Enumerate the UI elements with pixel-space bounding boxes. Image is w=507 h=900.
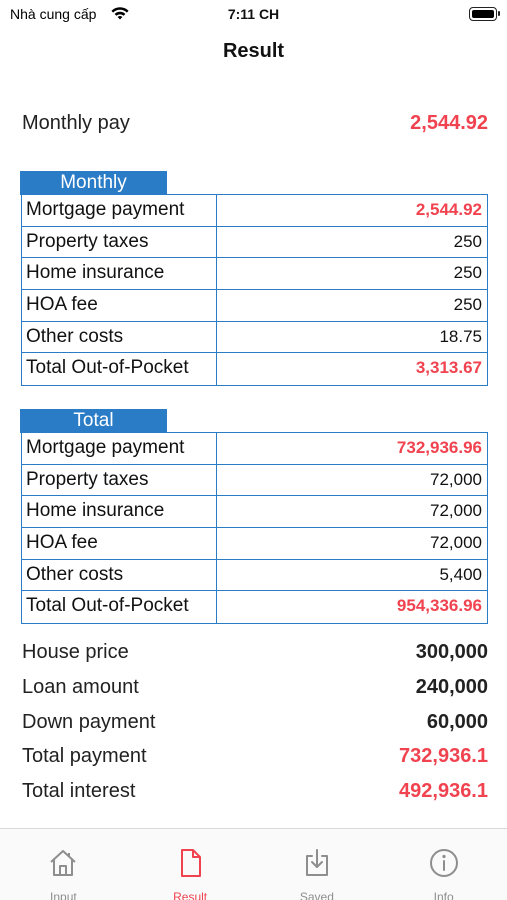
status-bar: Nhà cung cấp 7:11 CH [0, 0, 507, 30]
monthly-pay-row: Monthly pay 2,544.92 [22, 112, 488, 135]
document-icon [174, 847, 206, 884]
row-label: Home insurance [22, 496, 217, 528]
clock-time: 7:11 CH [227, 6, 280, 22]
tab-label: Saved [299, 890, 334, 900]
row-value: 72,000 [430, 533, 482, 553]
tab-result[interactable]: Result [127, 829, 254, 900]
row-label: Property taxes [22, 464, 217, 496]
row-label: Other costs [22, 559, 217, 591]
table-row: HOA fee 250 [22, 290, 487, 322]
summary-value: 732,936.1 [399, 745, 488, 767]
row-value: 250 [453, 295, 482, 315]
summary-row-house-price: House price 300,000 [22, 641, 488, 664]
row-value: 250 [453, 231, 482, 251]
tab-label: Result [173, 890, 208, 900]
summary-row-loan-amount: Loan amount 240,000 [22, 676, 488, 699]
table-row: Other costs 18.75 [22, 321, 487, 354]
row-label: Property taxes [22, 226, 217, 258]
carrier-name: Nhà cung cấp [10, 6, 97, 22]
table-row: Property taxes 250 [22, 226, 487, 259]
download-tray-icon [301, 847, 333, 884]
row-label: Total Out-of-Pocket [22, 353, 217, 386]
summary-value: 300,000 [415, 641, 488, 663]
row-label: HOA fee [22, 290, 217, 321]
row-value: 250 [453, 263, 482, 283]
row-label: Home insurance [22, 258, 217, 290]
monthly-pay-value: 2,544.92 [410, 112, 488, 134]
row-value: 2,544.92 [415, 200, 482, 219]
table-row: Total Out-of-Pocket 3,313.67 [22, 353, 487, 386]
table-row: Home insurance 72,000 [22, 496, 487, 529]
total-section-title: Total [20, 409, 167, 433]
tab-label: Info [433, 890, 454, 900]
page-title: Result [222, 40, 285, 62]
summary-label: Loan amount [22, 676, 139, 698]
table-row: Total Out-of-Pocket 954,336.96 [22, 591, 487, 624]
table-row: Property taxes 72,000 [22, 464, 487, 497]
monthly-section-title: Monthly [20, 171, 167, 195]
summary-row-total-payment: Total payment 732,936.1 [22, 745, 488, 768]
row-value: 5,400 [439, 564, 482, 584]
row-value: 18.75 [439, 326, 482, 346]
summary-row-down-payment: Down payment 60,000 [22, 711, 488, 734]
tab-info[interactable]: Info [380, 829, 507, 900]
row-value: 72,000 [430, 469, 482, 489]
summary-label: House price [22, 641, 129, 663]
battery-icon [469, 7, 500, 21]
summary-value: 492,936.1 [399, 780, 488, 802]
row-value: 954,336.96 [396, 596, 482, 616]
tab-bar: Input Result Saved Info [0, 828, 507, 900]
total-table: Mortgage payment 732,936.96 Property tax… [21, 432, 488, 625]
table-row: Mortgage payment 2,544.92 [22, 195, 487, 227]
tab-input[interactable]: Input [0, 829, 127, 900]
table-row: Home insurance 250 [22, 258, 487, 291]
row-value: 72,000 [430, 501, 482, 521]
table-row: HOA fee 72,000 [22, 528, 487, 560]
summary-value: 60,000 [426, 711, 488, 733]
wifi-icon [110, 5, 130, 26]
row-label: Mortgage payment [22, 195, 217, 226]
row-label: HOA fee [22, 528, 217, 559]
tab-label: Input [50, 890, 77, 900]
info-circle-icon [428, 847, 460, 884]
table-row: Other costs 5,400 [22, 559, 487, 592]
summary-value: 240,000 [415, 676, 488, 698]
row-label: Total Out-of-Pocket [22, 591, 217, 624]
summary-label: Down payment [22, 711, 156, 733]
row-label: Other costs [22, 321, 217, 353]
row-value: 3,313.67 [415, 358, 482, 378]
summary-row-total-interest: Total interest 492,936.1 [22, 780, 488, 803]
table-row: Mortgage payment 732,936.96 [22, 433, 487, 465]
summary-label: Total interest [22, 780, 136, 802]
house-icon [47, 847, 79, 884]
summary-label: Total payment [22, 745, 147, 767]
row-value: 732,936.96 [396, 438, 482, 457]
monthly-table: Mortgage payment 2,544.92 Property taxes… [21, 194, 488, 387]
monthly-pay-label: Monthly pay [22, 112, 130, 134]
tab-saved[interactable]: Saved [254, 829, 381, 900]
row-label: Mortgage payment [22, 433, 217, 464]
